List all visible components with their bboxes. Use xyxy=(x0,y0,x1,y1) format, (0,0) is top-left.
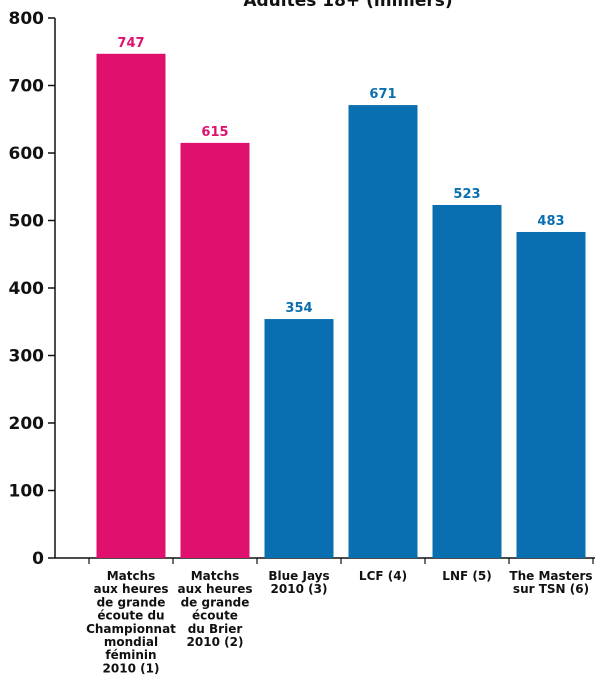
bars xyxy=(96,53,586,559)
bar xyxy=(516,231,586,558)
category-label-line: aux heures xyxy=(178,582,253,596)
bar xyxy=(348,105,418,558)
bar-value-label: 615 xyxy=(201,125,228,140)
y-tick-label: 200 xyxy=(9,414,45,434)
y-axis-ticks: 0 100 200 300 400 500 600 700 800 xyxy=(9,9,594,569)
y-tick-label: 400 xyxy=(9,279,45,299)
bar-value-label: 523 xyxy=(453,187,480,202)
chart-title: Adultes 18+ (milliers) xyxy=(243,0,452,11)
category-label: Matchs aux heures de grande écoute du Brier 2… xyxy=(178,569,253,649)
bar-value-label: 354 xyxy=(285,301,312,316)
bar-value-label: 483 xyxy=(537,214,564,229)
category-label-line: écoute du xyxy=(97,609,164,623)
category-label-line: mondial xyxy=(104,635,158,649)
y-tick-label: 800 xyxy=(9,9,45,29)
category-label-line: féminin xyxy=(105,648,156,662)
y-tick-label: 100 xyxy=(9,482,45,502)
value-labels: 747 615 354 671 523 483 xyxy=(117,36,564,316)
y-tick-label: 700 xyxy=(9,77,45,97)
category-label: LCF (4) xyxy=(359,569,407,583)
category-label-line: 2010 (1) xyxy=(103,661,160,675)
category-label-line: 2010 (2) xyxy=(187,635,244,649)
category-label: LNF (5) xyxy=(442,569,491,583)
category-label-line: du Brier xyxy=(188,622,243,636)
y-tick-label: 0 xyxy=(32,549,44,569)
category-label-line: sur TSN (6) xyxy=(513,582,589,596)
category-label-line: écoute xyxy=(192,609,238,623)
category-label-line: aux heures xyxy=(94,582,169,596)
bar-value-label: 671 xyxy=(369,87,396,102)
category-labels: Matchs aux heures de grande écoute du Champi… xyxy=(86,569,593,675)
y-tick-label: 300 xyxy=(9,347,45,367)
bar-value-label: 747 xyxy=(117,36,144,51)
category-label-line: de grande xyxy=(181,595,250,609)
category-label-line: de grande xyxy=(97,595,166,609)
category-label-line: Blue Jays xyxy=(268,569,329,583)
category-label: Matchs aux heures de grande écoute du Champi… xyxy=(86,569,176,675)
category-label-line: The Masters xyxy=(509,569,592,583)
category-label-line: Matchs xyxy=(107,569,156,583)
category-label-line: Championnat xyxy=(86,622,176,636)
category-label-line: 2010 (3) xyxy=(271,582,328,596)
bar xyxy=(180,142,250,558)
bar xyxy=(96,53,166,559)
category-label: The Masters sur TSN (6) xyxy=(509,569,592,596)
category-label-line: LCF (4) xyxy=(359,569,407,583)
bar xyxy=(264,319,334,558)
category-label-line: Matchs xyxy=(191,569,240,583)
category-label: Blue Jays 2010 (3) xyxy=(268,569,329,596)
y-tick-label: 600 xyxy=(9,144,45,164)
y-tick-label: 500 xyxy=(9,212,45,232)
bar xyxy=(432,204,502,558)
category-label-line: LNF (5) xyxy=(442,569,491,583)
